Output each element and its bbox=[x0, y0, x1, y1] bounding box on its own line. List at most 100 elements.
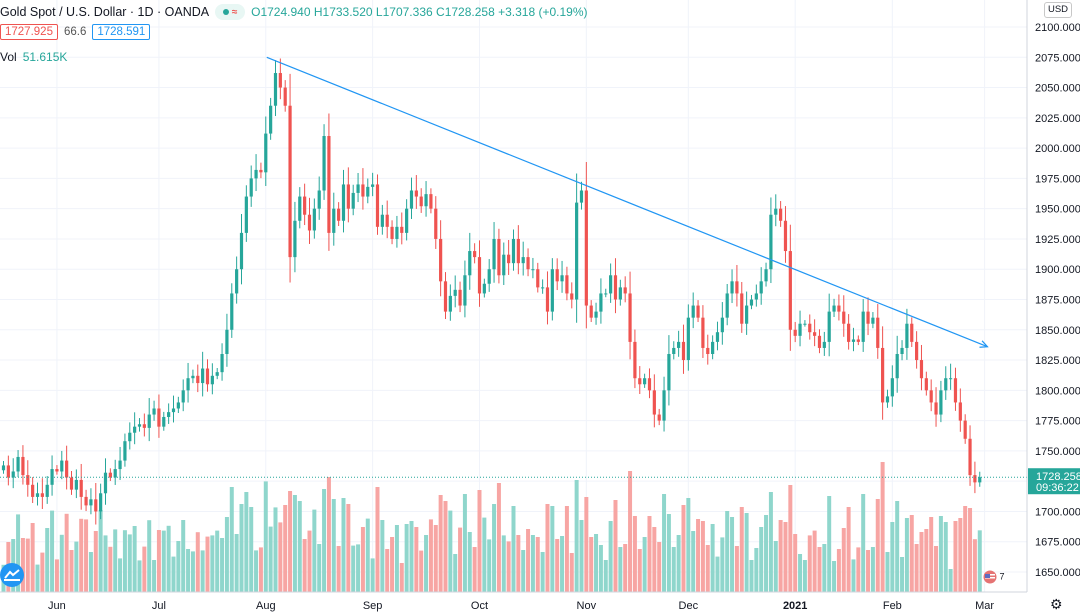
flag-badge-icon[interactable]: 7 bbox=[983, 570, 1013, 586]
volume-bar bbox=[870, 547, 875, 592]
volume-bar bbox=[836, 549, 841, 592]
eye-toggle-icon[interactable]: ≈ bbox=[215, 4, 246, 20]
volume-bar bbox=[419, 550, 424, 592]
volume-bar bbox=[59, 534, 64, 592]
candle-body bbox=[949, 378, 953, 380]
candle-body bbox=[764, 269, 768, 282]
volume-bar bbox=[666, 514, 671, 592]
volume-bar bbox=[186, 549, 191, 592]
volume-bar bbox=[594, 534, 599, 592]
candle-body bbox=[439, 238, 443, 282]
x-tick-label: Nov bbox=[577, 600, 597, 612]
volume-bar bbox=[657, 542, 662, 592]
candle-body bbox=[371, 184, 375, 187]
volume-bar bbox=[317, 544, 322, 592]
volume-bar bbox=[215, 530, 220, 592]
x-tick-label: Sep bbox=[363, 600, 383, 612]
volume-bar bbox=[506, 541, 511, 592]
candle-body bbox=[618, 287, 622, 300]
volume-bar bbox=[254, 550, 259, 592]
candle-body bbox=[351, 192, 355, 209]
candle-body bbox=[910, 323, 914, 342]
candle-body bbox=[142, 424, 146, 428]
candle-body bbox=[332, 208, 336, 233]
price-axis[interactable]: 1650.0001675.0001700.0001725.0001750.000… bbox=[1026, 0, 1080, 592]
volume-bar bbox=[710, 524, 715, 592]
candle-body bbox=[541, 287, 545, 289]
volume-bar bbox=[953, 521, 958, 592]
volume-bar bbox=[35, 564, 40, 592]
volume-bar bbox=[40, 552, 45, 592]
volume-bar bbox=[234, 534, 239, 592]
ask-button[interactable]: 1728.591 bbox=[92, 24, 151, 40]
volume-bar bbox=[16, 514, 21, 592]
volume-bar bbox=[934, 546, 939, 592]
candle-body bbox=[16, 456, 20, 472]
trendline[interactable] bbox=[266, 56, 988, 348]
volume-bar bbox=[88, 552, 93, 592]
volume-bar bbox=[895, 501, 900, 592]
candle-body bbox=[652, 390, 656, 415]
volume-bar bbox=[69, 550, 74, 592]
volume-bar bbox=[540, 552, 545, 592]
volume-bar bbox=[584, 497, 589, 592]
candle-body bbox=[89, 499, 93, 506]
volume-bar bbox=[802, 560, 807, 592]
volume-bar bbox=[263, 481, 268, 592]
settings-gear-icon[interactable]: ⚙ bbox=[1050, 596, 1063, 612]
volume-bar bbox=[686, 498, 691, 592]
candle-body bbox=[754, 293, 758, 300]
volume-bar bbox=[292, 495, 297, 592]
candle-body bbox=[958, 402, 962, 421]
x-tick-label: Jul bbox=[152, 600, 166, 612]
volume-bar bbox=[822, 544, 827, 592]
volume-bar bbox=[885, 552, 890, 592]
chart-grid bbox=[0, 0, 1027, 592]
candle-body bbox=[196, 375, 200, 384]
candle-body bbox=[885, 396, 890, 403]
volume-bar bbox=[696, 519, 701, 592]
tradingview-logo-icon[interactable] bbox=[0, 563, 24, 587]
candle-body bbox=[735, 281, 739, 294]
candle-body bbox=[395, 226, 399, 239]
open-value: 1724.940 bbox=[260, 5, 311, 19]
volume-bar bbox=[224, 517, 229, 592]
candle-body bbox=[79, 479, 83, 497]
volume-bar bbox=[438, 495, 443, 592]
candle-body bbox=[361, 184, 365, 197]
candle-body bbox=[128, 432, 132, 442]
volume-bar bbox=[798, 554, 803, 592]
volume-bar bbox=[30, 523, 35, 592]
candle-body bbox=[186, 378, 190, 391]
candle-body bbox=[647, 378, 652, 391]
volume-bar bbox=[628, 471, 633, 592]
volume-bar bbox=[700, 521, 705, 592]
volume-bar bbox=[914, 544, 919, 592]
y-tick-label: 1675.000 bbox=[1035, 537, 1080, 549]
candle-body bbox=[720, 317, 724, 333]
candle-body bbox=[798, 323, 802, 336]
volume-bar bbox=[336, 546, 341, 592]
volume-bar bbox=[827, 496, 832, 592]
volume-bar bbox=[521, 550, 526, 592]
candle-body bbox=[978, 477, 982, 483]
candle-body bbox=[813, 332, 817, 336]
volume-bar bbox=[176, 541, 181, 592]
time-axis[interactable]: Jun Jul Aug Sep Oct Nov Dec 2021 Feb Mar bbox=[0, 591, 1027, 612]
volume-bar bbox=[453, 554, 458, 592]
volume-bar bbox=[560, 536, 565, 592]
symbol-title[interactable]: Gold Spot / U.S. Dollar · 1D · OANDA bbox=[0, 5, 210, 19]
volume-bar bbox=[161, 530, 166, 592]
candle-body bbox=[628, 293, 632, 342]
volume-bar bbox=[195, 532, 200, 592]
y-tick-label: 1850.000 bbox=[1035, 325, 1080, 337]
candle-body bbox=[11, 471, 15, 478]
volume-bar bbox=[54, 559, 59, 592]
volume-bar bbox=[132, 526, 137, 592]
volume-bar bbox=[793, 534, 798, 592]
currency-button[interactable]: USD bbox=[1044, 2, 1072, 18]
candle-body bbox=[575, 202, 579, 300]
volume-bar bbox=[535, 537, 540, 592]
bid-button[interactable]: 1727.925 bbox=[0, 24, 58, 40]
